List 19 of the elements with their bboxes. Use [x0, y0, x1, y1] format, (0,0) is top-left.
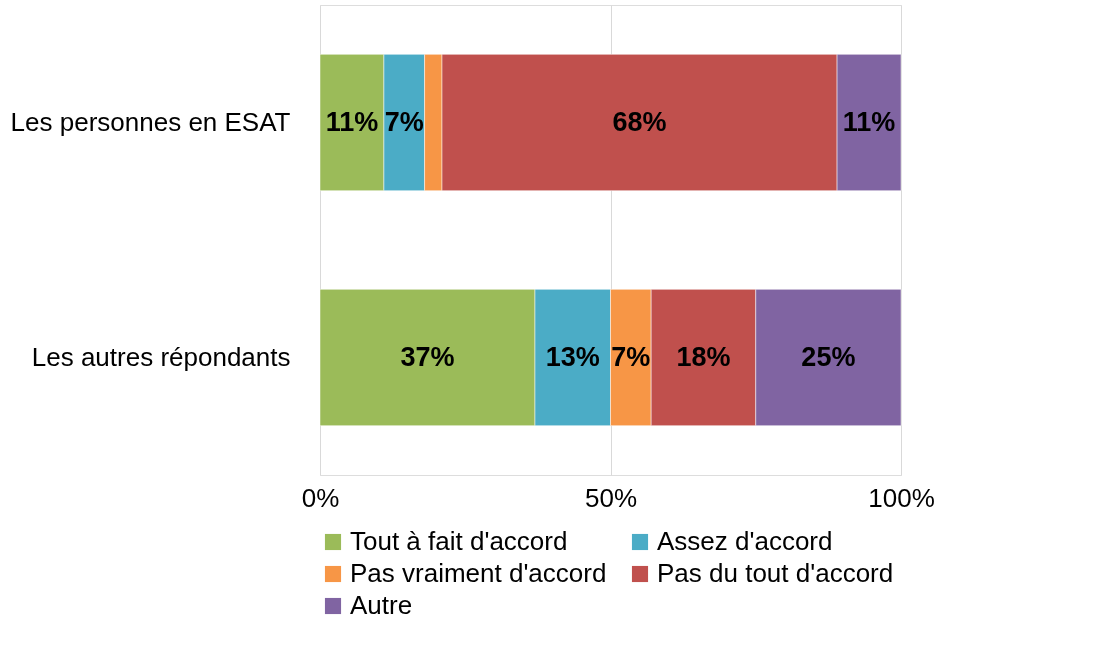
y-tick-label: Les personnes en ESAT [10, 106, 291, 137]
data-label: 18% [676, 341, 731, 372]
data-label: 7% [611, 341, 651, 372]
x-tick-label: 0% [301, 482, 340, 513]
data-label: 68% [612, 106, 667, 137]
data-label: 25% [801, 341, 856, 372]
legend-label: Pas vraiment d'accord [350, 558, 607, 588]
data-label: 7% [384, 106, 424, 137]
data-label: 11% [842, 106, 896, 137]
x-tick-label: 50% [584, 482, 638, 513]
legend-label: Assez d'accord [657, 526, 833, 556]
data-label: 11% [325, 106, 379, 137]
legend-label: Pas du tout d'accord [657, 558, 894, 588]
data-label: 13% [545, 341, 600, 372]
y-tick-label: Les autres répondants [31, 341, 291, 372]
legend-label: Autre [350, 590, 413, 620]
data-label: 37% [400, 341, 455, 372]
x-tick-label: 100% [868, 482, 935, 513]
legend-label: Tout à fait d'accord [350, 526, 568, 556]
